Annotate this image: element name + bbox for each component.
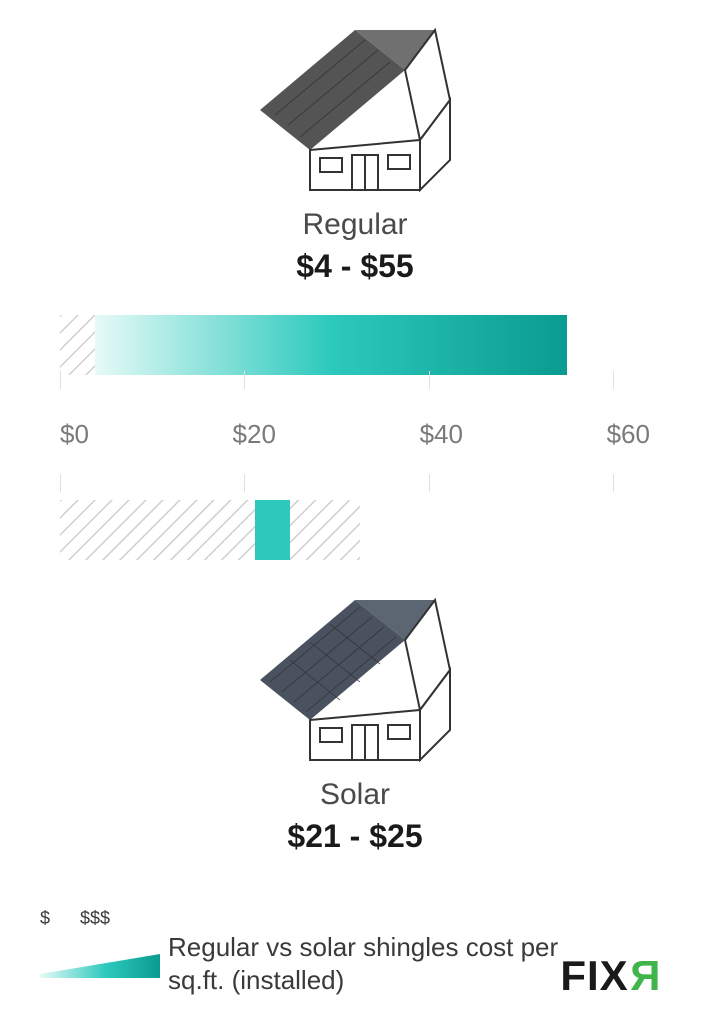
axis-tick-0: $0	[60, 419, 89, 450]
fixr-logo: FIXR	[560, 952, 660, 1000]
chart-area: $0 $20 $40 $60	[60, 315, 650, 560]
axis-tick-60: $60	[607, 419, 650, 450]
solar-price: $21 - $25	[30, 818, 680, 855]
tick-marks	[60, 474, 650, 494]
footer: $ $$$ Regular vs solar shingles cost per…	[40, 908, 670, 996]
solar-label: Solar	[30, 778, 680, 812]
regular-bar-track	[60, 315, 650, 375]
high-price-symbol: $$$	[80, 908, 110, 929]
solar-bar-fill	[255, 500, 290, 560]
logo-text: FIX	[560, 952, 628, 999]
legend-gradient-icon	[40, 950, 160, 978]
legend-caption: Regular vs solar shingles cost per sq.ft…	[168, 931, 588, 996]
solar-house-icon	[240, 590, 470, 770]
axis-tick-40: $40	[420, 419, 463, 450]
infographic-container: Regular $4 - $55 $0 $20 $40 $60	[30, 20, 680, 1006]
regular-house-icon	[240, 20, 470, 200]
tick-marks	[60, 371, 650, 391]
logo-accent: R	[629, 952, 660, 1000]
x-axis: $0 $20 $40 $60	[60, 419, 650, 450]
price-scale-labels: $ $$$	[40, 908, 670, 929]
low-price-symbol: $	[40, 908, 50, 929]
hatch-pattern	[60, 500, 360, 560]
regular-label: Regular	[30, 208, 680, 242]
solar-bar-track	[60, 500, 650, 560]
regular-bar-fill	[95, 315, 567, 375]
regular-price: $4 - $55	[30, 248, 680, 285]
solar-section: Solar $21 - $25	[30, 590, 680, 855]
regular-section: Regular $4 - $55	[30, 20, 680, 285]
axis-tick-20: $20	[233, 419, 276, 450]
